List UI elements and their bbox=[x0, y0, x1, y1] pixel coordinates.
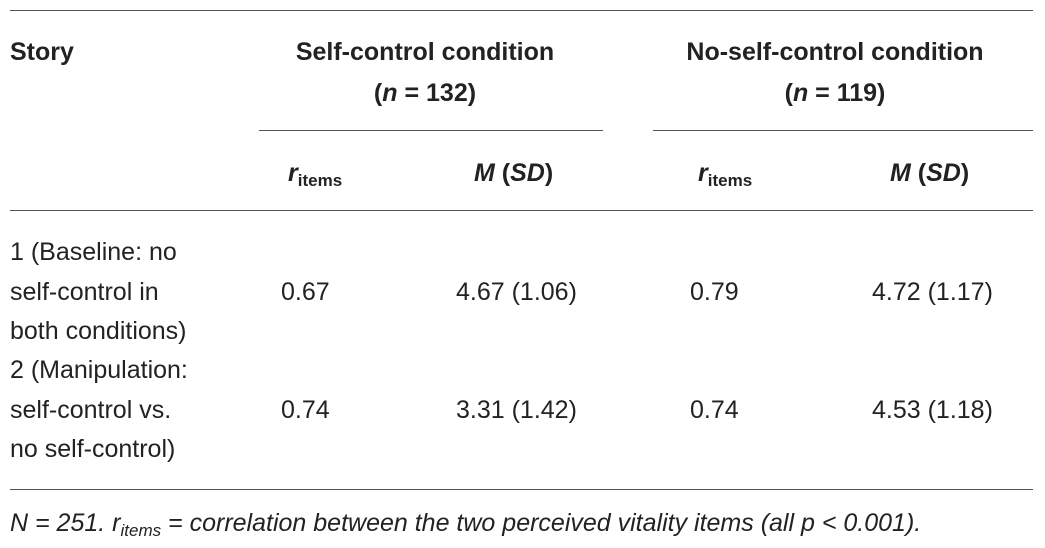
table-bottom-rule bbox=[10, 489, 1033, 490]
cell-nsc-r-items: 0.79 bbox=[690, 278, 739, 306]
group-header-no-self-control-n: (n = 119) bbox=[784, 79, 886, 107]
row-story-line: self-control in bbox=[10, 278, 159, 306]
subheader-r-items-self-control: ritems bbox=[288, 159, 343, 190]
row-story-line: 2 (Manipulation: bbox=[10, 356, 188, 384]
cell-nsc-m-sd: 4.53 (1.18) bbox=[872, 396, 993, 424]
group1-underline bbox=[259, 130, 603, 131]
subheader-m-sd-self-control: M (SD) bbox=[474, 159, 554, 187]
table-top-rule bbox=[10, 10, 1033, 11]
cell-sc-r-items: 0.67 bbox=[281, 278, 330, 306]
cell-sc-r-items: 0.74 bbox=[281, 396, 330, 424]
group-header-no-self-control-title: No-self-control condition bbox=[686, 38, 984, 66]
row-story-line: no self-control) bbox=[10, 435, 176, 463]
cell-sc-m-sd: 3.31 (1.42) bbox=[456, 396, 577, 424]
cell-nsc-m-sd: 4.72 (1.17) bbox=[872, 278, 993, 306]
cell-sc-m-sd: 4.67 (1.06) bbox=[456, 278, 577, 306]
subheader-m-sd-no-self-control: M (SD) bbox=[890, 159, 970, 187]
row-story-line: 1 (Baseline: no bbox=[10, 238, 177, 266]
table-footnote: N = 251. ritems = correlation between th… bbox=[10, 509, 922, 540]
subheader-r-items-no-self-control: ritems bbox=[698, 159, 753, 190]
column-header-story: Story bbox=[10, 38, 74, 66]
row-story-line: both conditions) bbox=[10, 317, 187, 345]
group-header-self-control-title: Self-control condition bbox=[295, 38, 555, 66]
header-bottom-rule bbox=[10, 210, 1033, 211]
row-story-line: self-control vs. bbox=[10, 396, 172, 424]
group-header-self-control-n: (n = 132) bbox=[373, 79, 477, 107]
cell-nsc-r-items: 0.74 bbox=[690, 396, 739, 424]
group2-underline bbox=[653, 130, 1033, 131]
